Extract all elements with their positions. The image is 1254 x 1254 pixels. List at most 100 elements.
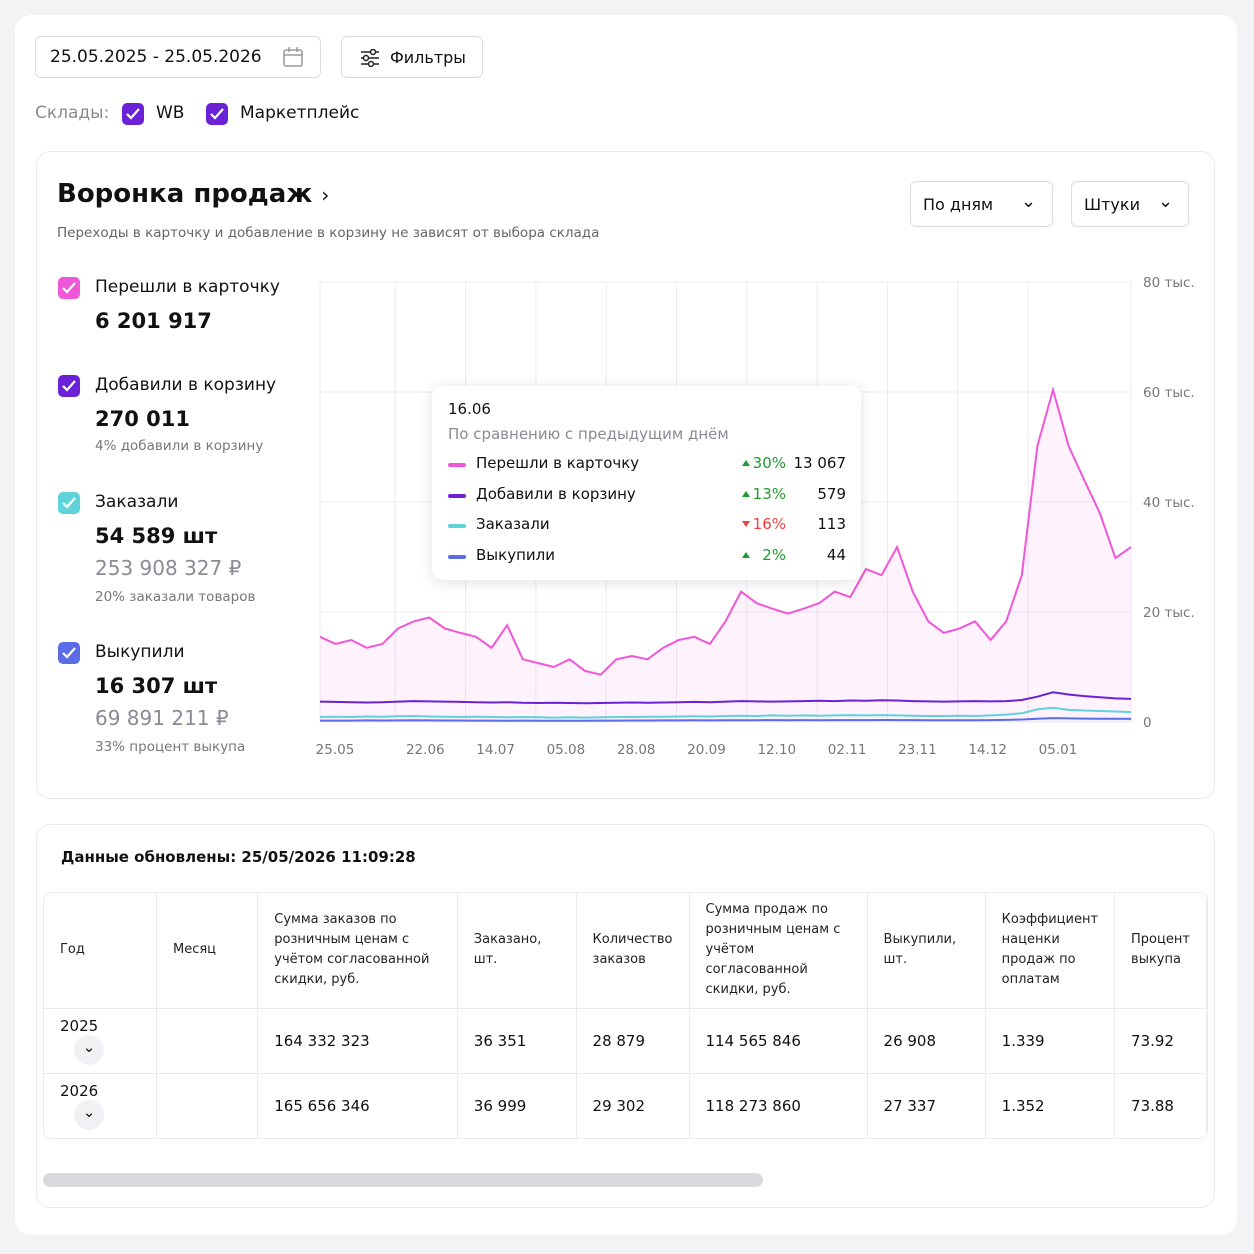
period-dropdown[interactable]: По дням ⌄ bbox=[910, 181, 1053, 227]
tooltip-row-value: 44 bbox=[826, 545, 846, 564]
metric-label: Добавили в корзину bbox=[95, 375, 277, 395]
period-text: По дням bbox=[923, 195, 994, 214]
check-icon bbox=[210, 108, 224, 120]
table-header: Коэффициент наценки продаж по оплатам bbox=[985, 893, 1116, 1009]
tooltip-row-name: Добавили в корзину bbox=[476, 484, 636, 503]
updated-text: Данные обновлены: 25/05/2026 11:09:28 bbox=[61, 848, 416, 866]
y-tick-label: 0 bbox=[1143, 715, 1152, 731]
x-tick-label: 14.07 bbox=[476, 742, 515, 758]
cell-text: 73.88 bbox=[1131, 1096, 1174, 1115]
funnel-title[interactable]: Воронка продаж › bbox=[57, 179, 330, 209]
cell-text: 118 273 860 bbox=[705, 1096, 801, 1115]
table-cell: 28 879 bbox=[576, 1008, 690, 1074]
cell-text: 73.92 bbox=[1131, 1031, 1174, 1050]
cell-text: 2025 bbox=[60, 1016, 99, 1035]
tooltip-row-name: Заказали bbox=[476, 515, 550, 533]
x-tick-label: 22.06 bbox=[406, 742, 445, 758]
table-cell: 29 302 bbox=[576, 1073, 690, 1138]
tooltip-row-name: Перешли в карточку bbox=[476, 454, 640, 472]
checkbox[interactable] bbox=[58, 492, 80, 514]
table-cell: 2026⌄ bbox=[44, 1073, 157, 1138]
calendar-icon bbox=[283, 47, 303, 67]
metric-value: 16 307 шт bbox=[95, 674, 218, 698]
metric-label: Заказали bbox=[95, 492, 179, 512]
table-cell: 73.92 bbox=[1114, 1008, 1207, 1074]
expand-button[interactable]: ⌄ bbox=[74, 1034, 104, 1065]
table-cell: 1.339 bbox=[985, 1008, 1116, 1074]
table-cell: 36 351 bbox=[457, 1008, 577, 1074]
trend-arrow bbox=[742, 551, 750, 558]
filters-button[interactable]: Фильтры bbox=[341, 36, 483, 78]
check-icon bbox=[62, 282, 76, 294]
table-header: Заказано, шт. bbox=[457, 893, 577, 1009]
filters-icon bbox=[361, 49, 379, 67]
tooltip-row-change: 13% bbox=[752, 484, 786, 503]
checkbox[interactable] bbox=[58, 642, 80, 664]
tooltip-row-change: 16% bbox=[752, 515, 786, 533]
metric-note: 4% добавили в корзину bbox=[95, 438, 264, 454]
funnel-subtitle: Переходы в карточку и добавление в корзи… bbox=[57, 225, 600, 241]
x-tick-label: 05.08 bbox=[547, 742, 586, 758]
x-tick-label: 05.01 bbox=[1039, 742, 1078, 758]
cell-text: 36 351 bbox=[473, 1031, 527, 1050]
cell-text: 164 332 323 bbox=[274, 1031, 370, 1050]
x-tick-label: 14.12 bbox=[968, 742, 1007, 758]
warehouse-label: Маркетплейс bbox=[240, 103, 360, 123]
trend-arrow bbox=[742, 490, 750, 497]
cell-text: 29 302 bbox=[592, 1096, 646, 1115]
series-line bbox=[319, 386, 1132, 676]
x-tick-label: 23.11 bbox=[898, 742, 937, 758]
tooltip-row-value: 579 bbox=[817, 484, 846, 503]
cell-text: 28 879 bbox=[592, 1031, 646, 1050]
cell-text: 2026 bbox=[60, 1081, 99, 1100]
metric-sub: 69 891 211 ₽ bbox=[95, 706, 229, 730]
table-cell bbox=[156, 1008, 259, 1074]
x-tick-label: 02.11 bbox=[828, 742, 867, 758]
expand-button[interactable]: ⌄ bbox=[74, 1099, 104, 1130]
legend-swatch bbox=[448, 554, 466, 559]
table-row: 2025⌄ 164 332 323 36 351 28 879 114 565 846 2… bbox=[44, 1008, 1207, 1074]
table-header: Выкупили, шт. bbox=[867, 893, 986, 1009]
checkbox[interactable] bbox=[206, 103, 228, 125]
metric-value: 54 589 шт bbox=[95, 524, 218, 548]
cell-text: 27 337 bbox=[883, 1096, 937, 1115]
table-header: Процент выкупа bbox=[1114, 893, 1207, 1009]
table-cell: 1.352 bbox=[985, 1073, 1116, 1138]
trend-arrow bbox=[742, 521, 750, 527]
tooltip-row-name: Выкупили bbox=[476, 545, 555, 564]
date-range-text: 25.05.2025 - 25.05.2026 bbox=[50, 47, 262, 67]
legend-swatch bbox=[448, 463, 466, 467]
tooltip-row-value: 13 067 bbox=[793, 454, 847, 472]
checkbox[interactable] bbox=[58, 277, 80, 299]
table-cell bbox=[156, 1073, 259, 1138]
filters-label: Фильтры bbox=[390, 48, 466, 67]
units-dropdown[interactable]: Штуки ⌄ bbox=[1071, 181, 1189, 227]
tooltip-subtitle: По сравнению с предыдущим днём bbox=[448, 425, 729, 443]
series-line bbox=[319, 691, 1132, 705]
table-header: Месяц bbox=[156, 893, 259, 1009]
tooltip: 16.06 По сравнению с предыдущим днём Пер… bbox=[432, 386, 861, 580]
trend-arrow bbox=[742, 460, 750, 466]
x-tick-label: 20.09 bbox=[687, 742, 726, 758]
metric-sub: 253 908 327 ₽ bbox=[95, 556, 242, 580]
table-cell: 73.88 bbox=[1114, 1073, 1207, 1138]
table-header: Количество заказов bbox=[576, 893, 690, 1009]
table-header: Сумма заказов по розничным ценам с учёто… bbox=[257, 893, 458, 1009]
table-cell: 114 565 846 bbox=[689, 1008, 868, 1074]
cell-text: 165 656 346 bbox=[274, 1096, 370, 1115]
checkbox[interactable] bbox=[58, 375, 80, 397]
metric-note: 33% процент выкупа bbox=[95, 739, 246, 755]
tooltip-row-change: 2% bbox=[762, 545, 786, 564]
table-cell: 36 999 bbox=[457, 1073, 577, 1138]
metric-value: 6 201 917 bbox=[95, 309, 212, 333]
y-tick-label: 80 тыс. bbox=[1143, 275, 1195, 291]
table-cell: 27 337 bbox=[867, 1073, 986, 1138]
checkbox[interactable] bbox=[122, 103, 144, 125]
units-text: Штуки bbox=[1084, 195, 1140, 214]
scrollbar[interactable] bbox=[43, 1173, 763, 1187]
table-cell: 118 273 860 bbox=[689, 1073, 868, 1138]
date-range-input[interactable]: 25.05.2025 - 25.05.2026 bbox=[35, 36, 321, 78]
warehouses-label: Склады: bbox=[35, 103, 110, 123]
check-icon bbox=[62, 380, 76, 392]
y-tick-label: 20 тыс. bbox=[1143, 605, 1195, 621]
